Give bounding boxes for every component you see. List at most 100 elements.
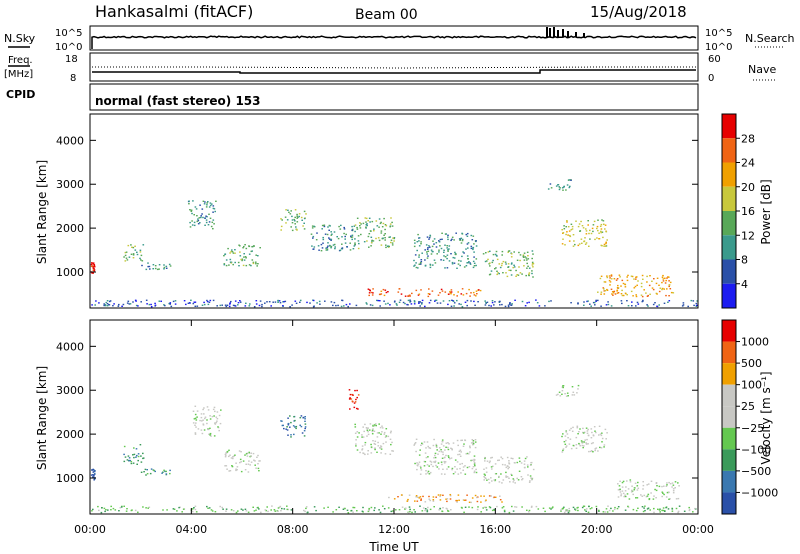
range-cell [447, 234, 449, 236]
range-cell [229, 261, 232, 263]
range-cell [390, 217, 392, 219]
range-cell [677, 497, 680, 500]
range-cell [108, 300, 111, 303]
range-cell [204, 201, 206, 203]
range-cell [471, 459, 474, 461]
range-cell [457, 444, 459, 447]
range-cell [390, 443, 392, 446]
range-cell [387, 435, 390, 438]
range-cell [667, 301, 669, 303]
range-cell [214, 422, 216, 424]
y-tick-label: 2000 [56, 222, 84, 235]
range-cell [570, 427, 572, 430]
range-cell [278, 506, 281, 508]
range-cell [448, 300, 451, 302]
range-cell [248, 264, 251, 266]
range-cell [355, 445, 357, 447]
range-cell [141, 264, 143, 267]
range-cell [461, 288, 464, 290]
range-cell [154, 470, 156, 473]
range-cell [505, 476, 507, 478]
range-cell [140, 455, 142, 457]
range-cell [235, 462, 237, 464]
range-cell [326, 233, 329, 236]
range-cell [480, 511, 482, 513]
range-cell [420, 241, 422, 243]
range-cell [473, 455, 476, 457]
range-cell [239, 458, 242, 461]
range-cell [602, 287, 605, 289]
range-cell [196, 305, 199, 307]
range-cell [414, 264, 416, 266]
range-cell [304, 416, 306, 418]
range-cell [633, 278, 635, 280]
range-cell [315, 509, 317, 512]
range-cell [578, 223, 581, 225]
range-cell [249, 455, 251, 458]
range-cell [494, 253, 497, 256]
range-cell [572, 426, 574, 429]
range-cell [212, 299, 215, 302]
range-cell [360, 223, 362, 225]
range-cell [600, 228, 603, 230]
range-cell [603, 223, 605, 225]
range-cell [642, 488, 644, 490]
range-cell [302, 225, 304, 227]
range-cell [459, 238, 462, 240]
power-y-label: Slant Range [km] [35, 160, 49, 264]
range-cell [606, 276, 609, 279]
range-cell [132, 253, 135, 255]
range-cell [452, 256, 455, 259]
y-tick-label: 2000 [56, 428, 84, 441]
range-cell [609, 277, 611, 279]
range-cell [512, 481, 515, 483]
noise-spike [549, 28, 551, 37]
range-cell [354, 423, 356, 426]
range-cell [259, 460, 261, 462]
range-cell [460, 303, 462, 306]
range-cell [237, 510, 239, 512]
range-cell [593, 301, 596, 304]
range-cell [568, 186, 571, 189]
range-cell [318, 249, 320, 251]
range-cell [603, 446, 605, 448]
range-cell [119, 507, 122, 509]
range-cell [451, 236, 454, 238]
range-cell [484, 474, 486, 476]
range-cell [441, 238, 443, 240]
range-cell [460, 439, 462, 442]
range-cell [475, 258, 478, 260]
range-cell [492, 465, 494, 467]
range-cell [446, 508, 449, 510]
range-cell [622, 294, 625, 297]
range-cell [294, 216, 296, 219]
range-cell [586, 430, 589, 432]
range-cell [508, 269, 510, 271]
range-cell [601, 432, 603, 434]
range-cell [474, 465, 476, 467]
range-cell [662, 280, 665, 282]
range-cell [640, 282, 643, 285]
range-cell [509, 302, 511, 304]
range-cell [448, 443, 450, 445]
range-cell [598, 232, 600, 234]
range-cell [92, 266, 94, 268]
range-cell [258, 470, 260, 472]
range-cell [123, 453, 125, 456]
range-cell [422, 507, 425, 509]
range-cell [290, 436, 292, 438]
range-cell [661, 495, 663, 498]
range-cell [498, 475, 500, 478]
freq-tick-bottom: 8 [70, 73, 76, 84]
range-cell [490, 477, 492, 479]
range-cell [361, 445, 364, 447]
range-cell [653, 511, 655, 514]
range-cell [413, 301, 416, 303]
range-cell [510, 256, 513, 258]
range-cell [366, 435, 368, 437]
range-cell [419, 301, 421, 303]
range-cell [475, 468, 477, 471]
range-cell [524, 256, 527, 258]
range-cell [456, 468, 458, 470]
range-cell [93, 470, 95, 472]
